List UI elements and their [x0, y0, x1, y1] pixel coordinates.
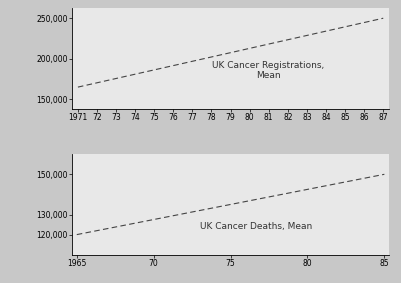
Text: UK Cancer Registrations,
Mean: UK Cancer Registrations, Mean — [213, 61, 325, 80]
Text: UK Cancer Deaths, Mean: UK Cancer Deaths, Mean — [200, 222, 312, 231]
